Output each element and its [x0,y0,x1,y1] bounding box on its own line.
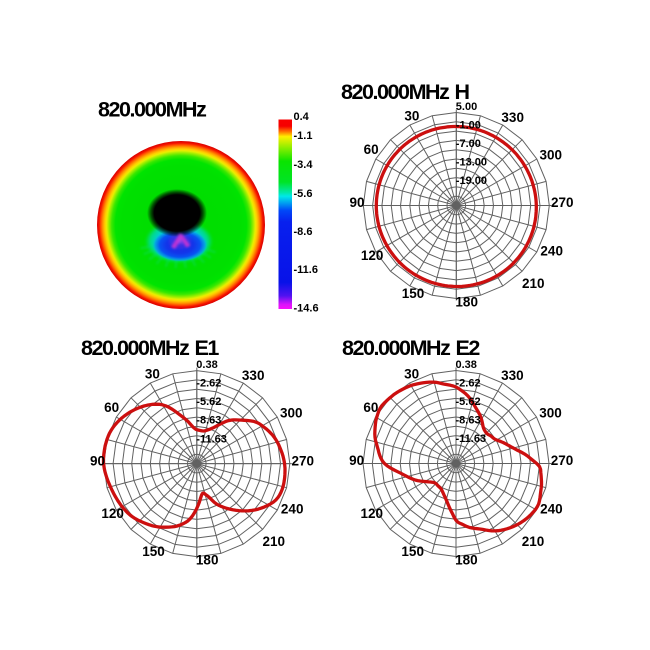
svg-text:820.000MHz: 820.000MHz [81,336,189,360]
svg-text:-7.00: -7.00 [456,138,481,150]
svg-text:-2.62: -2.62 [196,378,221,390]
svg-text:820.000MHz: 820.000MHz [342,336,450,360]
svg-text:-5.62: -5.62 [196,396,221,408]
svg-text:270: 270 [551,453,574,468]
svg-text:30: 30 [404,367,419,382]
svg-text:30: 30 [145,367,160,382]
svg-text:-11.6: -11.6 [294,264,318,276]
svg-text:300: 300 [280,405,303,420]
svg-text:90: 90 [349,195,364,210]
svg-text:-8.63: -8.63 [196,415,221,427]
svg-text:270: 270 [292,453,315,468]
svg-text:-19.00: -19.00 [456,175,487,187]
svg-text:180: 180 [455,295,478,310]
svg-text:5.00: 5.00 [456,101,477,113]
svg-text:300: 300 [539,405,562,420]
svg-text:240: 240 [281,502,304,517]
svg-text:120: 120 [361,506,384,521]
svg-text:240: 240 [540,502,563,517]
svg-text:120: 120 [101,506,124,521]
svg-text:330: 330 [501,368,524,383]
svg-text:90: 90 [349,453,364,468]
svg-text:180: 180 [455,553,478,568]
svg-text:330: 330 [501,110,524,125]
svg-text:-14.6: -14.6 [294,303,319,315]
svg-text:90: 90 [90,453,105,468]
svg-text:60: 60 [364,142,379,157]
svg-text:300: 300 [540,147,563,162]
svg-text:240: 240 [540,244,563,259]
svg-text:150: 150 [402,286,425,301]
svg-text:210: 210 [522,276,545,291]
svg-text:820.000MHz: 820.000MHz [98,98,206,122]
svg-text:-8.6: -8.6 [294,226,313,238]
svg-text:-11.63: -11.63 [456,433,487,445]
svg-text:-3.4: -3.4 [294,159,314,171]
svg-text:150: 150 [142,544,165,559]
svg-text:H: H [455,80,470,104]
svg-text:330: 330 [242,368,265,383]
svg-text:60: 60 [104,400,119,415]
svg-text:0.38: 0.38 [196,359,217,371]
svg-text:210: 210 [263,534,286,549]
svg-text:-11.63: -11.63 [196,433,227,445]
svg-text:-5.62: -5.62 [456,396,481,408]
svg-text:270: 270 [551,195,574,210]
svg-text:820.000MHz: 820.000MHz [341,80,449,104]
svg-text:210: 210 [522,534,545,549]
svg-text:-1.1: -1.1 [294,130,313,142]
svg-text:-5.6: -5.6 [294,188,313,200]
svg-text:30: 30 [404,109,419,124]
svg-text:120: 120 [361,248,384,263]
svg-text:-8.63: -8.63 [456,415,481,427]
svg-text:E2: E2 [456,336,481,360]
svg-text:60: 60 [363,400,378,415]
svg-text:E1: E1 [195,336,220,360]
svg-text:0.38: 0.38 [456,359,477,371]
svg-text:-13.00: -13.00 [456,157,487,169]
svg-text:150: 150 [401,544,424,559]
svg-text:180: 180 [196,553,219,568]
svg-text:-1.00: -1.00 [456,119,481,131]
svg-text:-2.62: -2.62 [456,377,481,389]
svg-text:0.4: 0.4 [294,111,310,123]
